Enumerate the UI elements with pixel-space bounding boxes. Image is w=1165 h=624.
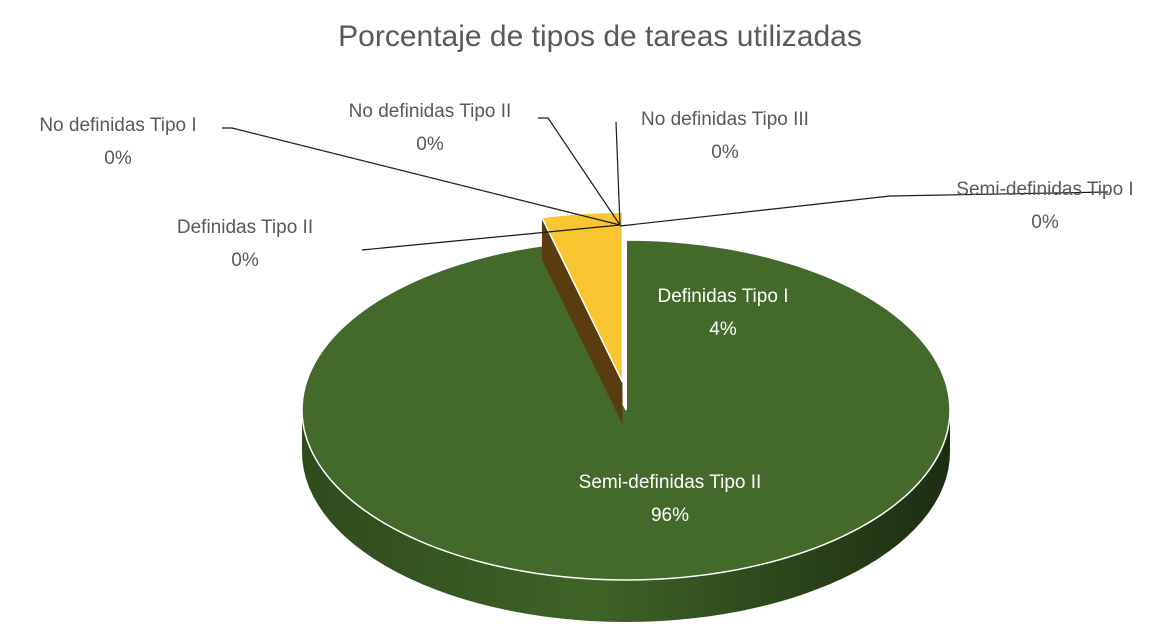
slice-value-label: 96%: [651, 505, 689, 526]
leader-line: [222, 127, 621, 226]
slice-label: No definidas Tipo II: [349, 101, 512, 122]
slice-value-label: 4%: [709, 319, 737, 340]
slice-value-label: 0%: [231, 250, 259, 271]
leader-line: [615, 121, 621, 226]
slice-label: Semi-definidas Tipo II: [579, 472, 762, 493]
slice-value-label: 0%: [104, 148, 132, 169]
slice-value-label: 0%: [416, 134, 444, 155]
slice-face: [541, 217, 623, 425]
slice: [540, 211, 624, 383]
leader-line: [538, 117, 621, 226]
slice-side: [302, 410, 950, 622]
slice-label: Definidas Tipo II: [177, 217, 313, 238]
slice-label: Definidas Tipo I: [658, 286, 789, 307]
slice-label: No definidas Tipo III: [641, 109, 809, 130]
chart-title: Porcentaje de tipos de tareas utilizadas: [338, 20, 862, 53]
slice-label: No definidas Tipo I: [39, 115, 196, 136]
leader-line: [619, 191, 1109, 227]
slice-value-label: 0%: [1031, 212, 1059, 233]
slice-value-label: 0%: [711, 142, 739, 163]
slice-label: Semi-definidas Tipo I: [956, 179, 1133, 200]
leader-line: [361, 224, 621, 251]
